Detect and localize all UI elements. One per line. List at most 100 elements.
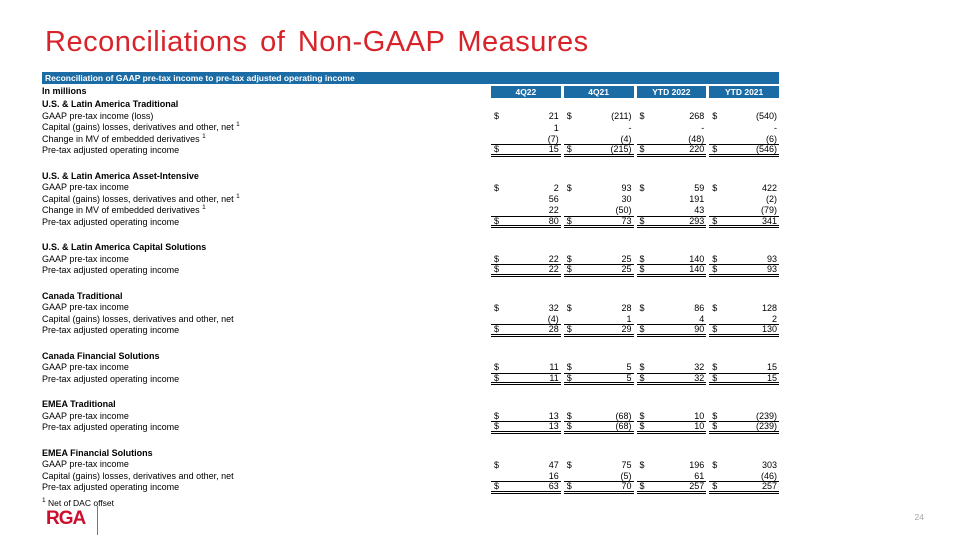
cell-value: 59 — [694, 182, 705, 193]
currency-symbol: $ — [566, 144, 572, 155]
value-cell: $422 — [709, 182, 779, 194]
currency-symbol: $ — [712, 215, 718, 226]
row-label: Pre-tax adjusted operating income — [42, 145, 180, 155]
currency-symbol: $ — [712, 111, 718, 122]
column-header-row: In millions 4Q22 4Q21 YTD 2022 YTD 2021 — [42, 85, 779, 98]
rga-logo: RGA — [46, 508, 86, 529]
cell-value: 293 — [689, 215, 705, 226]
row-label: GAAP pre-tax income — [42, 302, 129, 312]
row-label: Capital (gains) losses, derivatives and … — [42, 313, 234, 324]
cell-value: 32 — [548, 302, 559, 313]
row-label: GAAP pre-tax income — [42, 459, 129, 469]
row-label: Change in MV of embedded derivatives 1 — [42, 132, 206, 144]
currency-symbol: $ — [639, 264, 645, 275]
value-cell: $28 — [564, 302, 634, 314]
currency-symbol: $ — [494, 264, 500, 275]
table-row: Change in MV of embedded derivatives 1 (7… — [42, 132, 779, 145]
currency-symbol: $ — [639, 372, 645, 383]
currency-symbol: $ — [494, 324, 500, 335]
cell-value: 341 — [761, 215, 777, 226]
value-cell: $86 — [637, 302, 707, 314]
value-cell: $140 — [636, 264, 707, 277]
currency-symbol: $ — [712, 421, 718, 432]
currency-symbol: $ — [494, 459, 500, 470]
value-cell: 56 — [491, 194, 561, 206]
row-label: Pre-tax adjusted operating income — [42, 216, 180, 227]
cell-value: (540) — [755, 111, 777, 122]
section-header: EMEA Financial Solutions — [42, 447, 153, 458]
value-cell: (79) — [709, 205, 779, 217]
table-row: Capital (gains) losses, derivatives and … — [42, 313, 779, 325]
row-label: Pre-tax adjusted operating income — [42, 265, 180, 275]
section-header: Canada Financial Solutions — [42, 350, 160, 361]
value-cell: 22 — [491, 205, 561, 217]
currency-symbol: $ — [712, 410, 718, 421]
cell-value: 29 — [621, 324, 632, 335]
cell-value: 90 — [694, 324, 705, 335]
table-row: Pre-tax adjusted operating income $13 $ (68… — [42, 421, 779, 434]
value-cell: $341 — [709, 215, 779, 228]
value-cell: $303 — [709, 459, 779, 471]
value-cell: $32 — [636, 362, 707, 374]
value-cell: (50) — [563, 205, 634, 217]
value-cell: - — [637, 122, 707, 134]
currency-symbol: $ — [639, 324, 645, 335]
cell-value: 93 — [766, 264, 777, 275]
cell-value: (46) — [760, 470, 777, 481]
cell-value: 30 — [621, 194, 632, 205]
value-cell: (4) — [491, 314, 561, 325]
column-header: YTD 2022 — [636, 85, 707, 98]
currency-symbol: $ — [639, 481, 645, 492]
section-header: U.S. & Latin America Asset-Intensive — [42, 170, 199, 181]
cell-value: (79) — [760, 205, 777, 216]
value-cell: 16 — [491, 470, 561, 482]
cell-value: 86 — [694, 302, 705, 313]
cell-value: 422 — [761, 182, 777, 193]
cell-value: 15 — [766, 362, 777, 373]
table-section: Canada Financial Solutions GAAP pre-tax i… — [42, 350, 779, 385]
currency-symbol: $ — [639, 410, 645, 421]
value-cell: (2) — [709, 194, 779, 206]
cell-value: (7) — [547, 133, 559, 144]
currency-symbol: $ — [566, 362, 572, 373]
value-cell: $293 — [636, 215, 707, 228]
currency-symbol: $ — [494, 144, 500, 155]
value-cell: $ (215) — [563, 144, 634, 157]
value-cell: $73 — [563, 216, 634, 228]
row-label: GAAP pre-tax income (loss) — [42, 110, 154, 121]
currency-symbol: $ — [712, 144, 718, 155]
cell-value: 25 — [621, 264, 632, 275]
cell-value: 1 — [553, 122, 559, 133]
cell-value: 75 — [621, 459, 632, 470]
section-header: EMEA Traditional — [42, 399, 116, 409]
table-row: Capital (gains) losses, derivatives and … — [42, 470, 779, 482]
currency-symbol: $ — [712, 182, 718, 193]
table-row: GAAP pre-tax income $32 $28 $86 $128 — [42, 302, 779, 314]
value-cell: (46) — [709, 470, 779, 482]
currency-symbol: $ — [639, 182, 645, 193]
value-cell: $93 — [709, 264, 779, 277]
value-cell: $130 — [709, 324, 779, 337]
currency-symbol: $ — [712, 459, 718, 470]
value-cell: $10 — [636, 421, 707, 434]
cell-value: 70 — [621, 481, 632, 492]
row-label: Pre-tax adjusted operating income — [42, 482, 180, 492]
table-row: Change in MV of embedded derivatives 1 22… — [42, 204, 779, 217]
cell-value: - — [628, 122, 632, 133]
value-cell: $ (68) — [563, 411, 634, 422]
cell-value: 2 — [771, 313, 777, 324]
table-row: GAAP pre-tax income $11 $5 $32 $15 — [42, 362, 779, 374]
cell-value: 16 — [548, 470, 559, 481]
cell-value: 140 — [689, 253, 705, 264]
value-cell: $22 — [491, 264, 561, 277]
cell-value: 22 — [548, 205, 559, 216]
cell-value: (50) — [615, 205, 632, 216]
cell-value: (4) — [620, 133, 632, 144]
footnote-ref: 1 — [236, 192, 240, 200]
row-label: GAAP pre-tax income — [42, 410, 129, 421]
value-cell: 61 — [636, 471, 707, 482]
unit-label: In millions — [42, 86, 87, 96]
currency-symbol: $ — [639, 253, 645, 264]
currency-symbol: $ — [494, 410, 500, 421]
currency-symbol: $ — [494, 362, 500, 373]
